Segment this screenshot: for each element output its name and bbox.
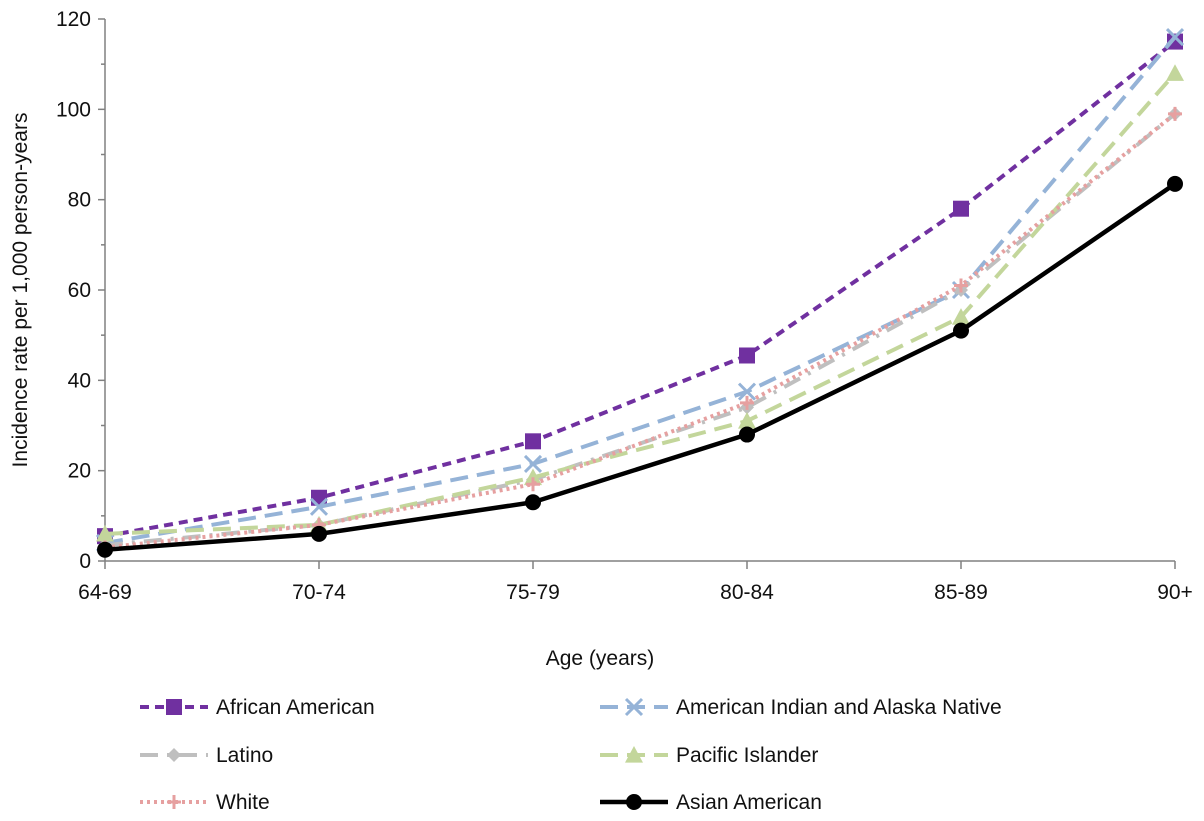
series-line [104,182,1177,552]
y-tick-label: 80 [68,189,91,212]
legend-label: Latino [216,744,273,767]
square-marker [166,699,182,715]
legend-label: Asian American [676,791,822,814]
legend-label: African American [216,696,375,719]
series-layer [95,28,1185,558]
legend-label: American Indian and Alaska Native [676,696,1002,719]
y-tick-label: 20 [68,460,91,483]
legend-entry: Pacific Islander [600,744,818,767]
legend-entry: American Indian and Alaska Native [600,696,1002,719]
legend-label: White [216,791,270,814]
x-tick-label: 80-84 [720,581,774,604]
y-axis-label: Incidence rate per 1,000 person-years [9,113,32,468]
x-marker [737,382,757,401]
x-tick-label: 90+ [1157,581,1193,604]
plus-marker [526,477,540,492]
series-asian-american [97,175,1183,558]
axes: 0 20 40 60 80 100 120 64-69 70-74 75-79 80-84 85-89… [56,8,1193,604]
x-tick-label: 85-89 [934,581,988,604]
y-tick-label: 120 [56,8,91,31]
plus-marker [740,395,754,410]
x-axis-label: Age (years) [546,647,655,670]
triangle-marker [1166,64,1184,81]
x-marker [1165,28,1185,47]
legend-entry: African American [140,696,375,719]
legend-entry: White [140,791,270,814]
x-tick-label: 75-79 [506,581,560,604]
square-marker [525,433,541,450]
y-tick-label: 60 [68,279,91,302]
y-tick-label: 100 [56,98,91,121]
plus-marker [954,278,968,293]
plus-marker [167,795,181,809]
legend-entry: Latino [140,744,273,767]
series-latino [98,106,1182,553]
square-marker [739,347,755,364]
series-line [104,35,1177,545]
square-marker [1167,33,1183,50]
series-line [104,112,1177,548]
legend-entry: Asian American [600,791,822,814]
triangle-marker [952,308,970,325]
series-white [98,106,1182,555]
series-line [104,40,1177,539]
circle-marker [97,541,113,558]
diamond-marker [167,748,181,762]
x-marker [523,454,543,473]
circle-marker [953,322,969,339]
series-line [104,71,1177,536]
y-tick-label: 0 [79,550,91,573]
square-marker [953,200,969,217]
series-line [104,112,1177,550]
circle-marker [311,525,327,542]
x-marker [624,697,644,717]
triangle-marker [524,468,542,486]
triangle-marker [96,524,114,542]
circle-marker [626,794,642,810]
y-tick-label: 40 [68,369,91,392]
legend: African American American Indian and Alas… [140,696,1002,814]
plus-marker [1168,106,1182,121]
x-tick-label: 70-74 [292,581,346,604]
triangle-marker [625,746,643,763]
legend-label: Pacific Islander [676,744,818,767]
circle-marker [739,426,755,443]
circle-marker [525,494,541,511]
x-marker [309,497,329,516]
square-marker [311,489,327,506]
circle-marker [1167,175,1183,192]
x-tick-label: 64-69 [78,581,132,604]
triangle-marker [738,411,756,429]
